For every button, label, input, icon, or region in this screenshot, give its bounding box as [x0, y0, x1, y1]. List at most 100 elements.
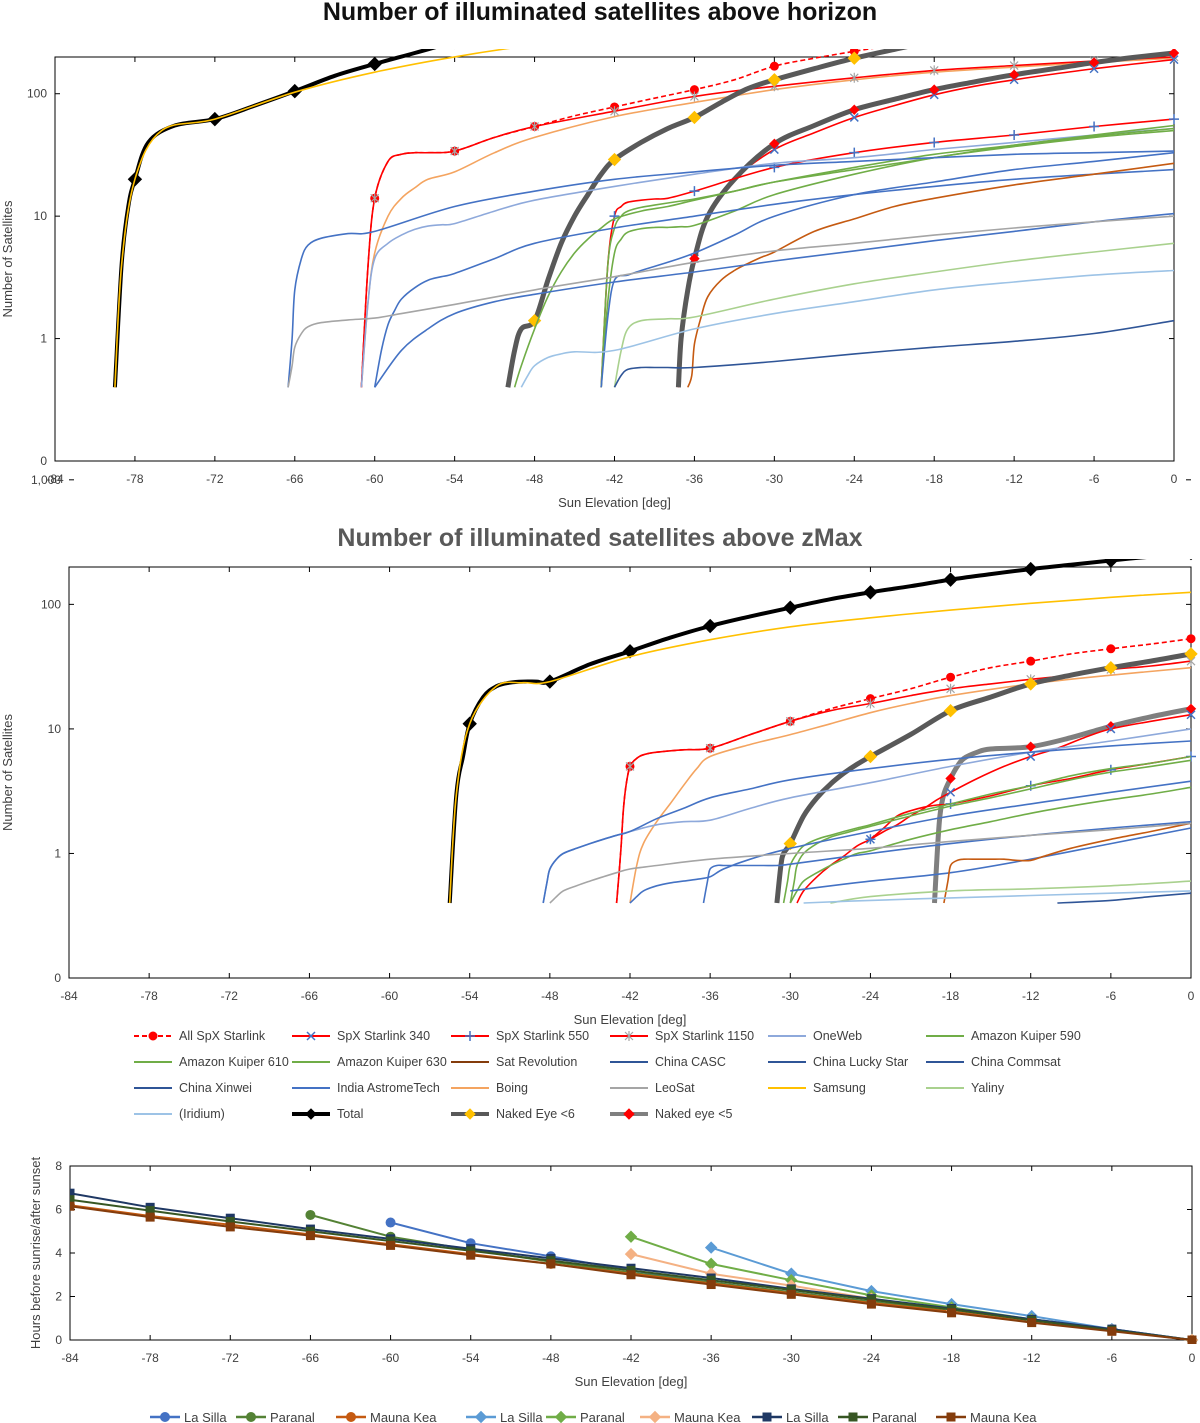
data-point-naked-eye-6	[783, 836, 797, 851]
data-point	[546, 1259, 556, 1269]
legend-item: Samsung	[768, 1081, 866, 1095]
data-point	[70, 1188, 75, 1198]
data-point-starlink-1150	[785, 716, 795, 727]
data-point-starlink-1150	[530, 121, 539, 132]
legend-label: All SpX Starlink	[179, 1029, 266, 1043]
x-tick-label: -36	[686, 472, 704, 486]
data-point-starlink-340	[1186, 710, 1196, 720]
legend-swatch-marker	[465, 1031, 475, 1041]
legend-item: La Silla	[150, 1410, 227, 1423]
series-line-leosat	[549, 822, 1192, 904]
series-line-china-commsat	[374, 212, 1175, 388]
data-point-naked-eye-6	[1008, 23, 1020, 35]
y-tick-label: 10	[34, 209, 48, 223]
data-point-naked-eye-5	[1168, 49, 1180, 59]
series-line-china-xinwei	[1057, 892, 1192, 904]
x-tick-label: 0	[1171, 472, 1178, 486]
legend-label: Total	[337, 1107, 363, 1121]
legend-hours: La Silla Paranal Mauna Kea La Silla Paranal M…	[150, 1410, 1037, 1423]
y-tick-label: 100	[27, 87, 47, 101]
x-tick-label: -18	[942, 989, 960, 1003]
x-tick-label: -84	[61, 1351, 79, 1365]
legend-item: Total	[292, 1107, 363, 1121]
data-point-total	[688, 0, 701, 4]
x-tick-label: -66	[302, 1351, 320, 1365]
data-point-starlink-550	[689, 186, 700, 197]
data-point-total	[622, 644, 638, 659]
data-point-all-starlink	[1106, 644, 1116, 654]
legend-swatch-marker	[246, 1412, 256, 1422]
data-point-naked-eye-6	[943, 704, 958, 718]
data-point-naked-eye-6	[687, 110, 702, 125]
series-line-naked-eye-6	[505, 49, 908, 388]
data-point-starlink-340	[849, 112, 859, 122]
data-point-starlink-550	[929, 137, 940, 148]
legend-label: China Commsat	[971, 1055, 1061, 1069]
x-tick-label: -36	[701, 989, 719, 1003]
series-line-china-lucky-star	[629, 780, 1192, 904]
x-tick-label: -84	[60, 989, 78, 1003]
legend-item: China Lucky Star	[768, 1055, 908, 1069]
legend-swatch-marker	[554, 1410, 568, 1423]
x-tick-label: 0	[1188, 989, 1195, 1003]
x-tick-label: -12	[1005, 472, 1023, 486]
y-axis-label: Hours before sunrise/after sunset	[28, 1157, 43, 1350]
chart-panel-1: -84 -78 -72 -66 -60 -54 -48 -42 -36 -30 -24 -18 -12-…	[0, 0, 1180, 510]
x-tick-label: -30	[782, 989, 800, 1003]
legend-swatch-marker	[346, 1412, 356, 1422]
data-point	[305, 1209, 316, 1220]
x-tick-label: -30	[783, 1351, 801, 1365]
series-line-amazon-kuiper-610	[789, 759, 1192, 904]
legend-swatch-marker	[305, 1108, 317, 1120]
data-point-all-starlink	[1026, 656, 1036, 666]
x-tick-label: -24	[862, 989, 880, 1003]
x-tick-label: -12	[1022, 989, 1040, 1003]
legend-item: SpX Starlink 340	[292, 1029, 430, 1043]
data-point-starlink-1150	[370, 193, 380, 204]
x-tick-label: -54	[446, 472, 464, 486]
x-tick-label: -66	[301, 989, 319, 1003]
data-point-all-starlink	[1090, 17, 1098, 25]
legend-item: Boing	[451, 1081, 528, 1095]
x-tick-label: -42	[622, 1351, 640, 1365]
chart-title-zmax: Number of illuminated satellites above z…	[337, 524, 863, 552]
legend-label: Mauna Kea	[370, 1410, 437, 1423]
y-axis-label: Number of Satellites	[0, 200, 15, 318]
data-point	[1027, 1318, 1037, 1328]
x-tick-label: -60	[381, 989, 399, 1003]
data-point-starlink-1150	[1009, 60, 1019, 71]
data-point-starlink-1150	[690, 91, 699, 102]
legend-label: OneWeb	[813, 1029, 862, 1043]
legend-swatch-marker	[148, 1031, 158, 1041]
series-line-amazon-kuiper-630	[600, 129, 1175, 388]
x-tick-label: -6	[1089, 472, 1100, 486]
data-point-naked-eye-5	[1105, 721, 1117, 732]
data-point-total	[367, 56, 382, 72]
x-tick-label: -54	[461, 989, 479, 1003]
legend-label: Sat Revolution	[496, 1055, 577, 1069]
legend-label: La Silla	[500, 1410, 543, 1423]
legend-label: Paranal	[270, 1410, 315, 1423]
legend-item: SpX Starlink 1150	[610, 1029, 754, 1043]
legend-item: Mauna Kea	[936, 1410, 1037, 1423]
series-line-boing	[360, 57, 1175, 388]
legend-swatch-marker	[160, 1412, 170, 1422]
data-point-naked-eye-5	[849, 104, 860, 115]
x-tick-label: -30	[766, 472, 784, 486]
legend-item: Amazon Kuiper 630	[292, 1055, 447, 1069]
y-tick-label: 1	[54, 846, 61, 860]
legend-item: Amazon Kuiper 590	[926, 1029, 1081, 1043]
legend-label: SpX Starlink 340	[337, 1029, 430, 1043]
data-point-naked-eye-5	[945, 773, 956, 784]
series-line-sat-revolution	[687, 162, 1175, 388]
legend-label: Samsung	[813, 1081, 866, 1095]
legend-label: Boing	[496, 1081, 528, 1095]
data-point-starlink-1150	[610, 106, 619, 117]
x-tick-label: -84	[46, 472, 64, 486]
legend-item: Mauna Kea	[640, 1410, 741, 1423]
data-point	[70, 1201, 75, 1211]
y-tick-label: 6	[55, 1203, 62, 1217]
x-axis-label: Sun Elevation [deg]	[558, 495, 671, 510]
